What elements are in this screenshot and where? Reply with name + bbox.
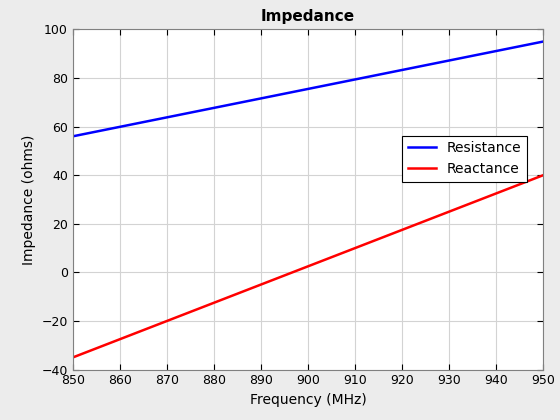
Reactance [455, 205, 461, 210]
Resistance [324, 82, 331, 87]
Legend: Resistance, Reactance: Resistance, Reactance [402, 136, 527, 182]
X-axis label: Frequency (MHz): Frequency (MHz) [250, 393, 366, 407]
Resistance [69, 134, 76, 139]
Resistance [296, 88, 302, 93]
Resistance [349, 77, 356, 82]
Reactance [296, 267, 302, 272]
Reactance [540, 173, 547, 178]
Reactance [324, 256, 331, 261]
Reactance [529, 177, 535, 182]
Line: Resistance: Resistance [73, 42, 543, 136]
Resistance [529, 41, 535, 46]
Resistance [540, 39, 547, 44]
Resistance [293, 89, 300, 94]
Line: Reactance: Reactance [73, 175, 543, 357]
Title: Impedance: Impedance [261, 9, 355, 24]
Reactance [293, 268, 300, 273]
Y-axis label: Impedance (ohms): Impedance (ohms) [22, 134, 36, 265]
Resistance [455, 56, 461, 61]
Reactance [349, 247, 356, 252]
Reactance [69, 355, 76, 360]
